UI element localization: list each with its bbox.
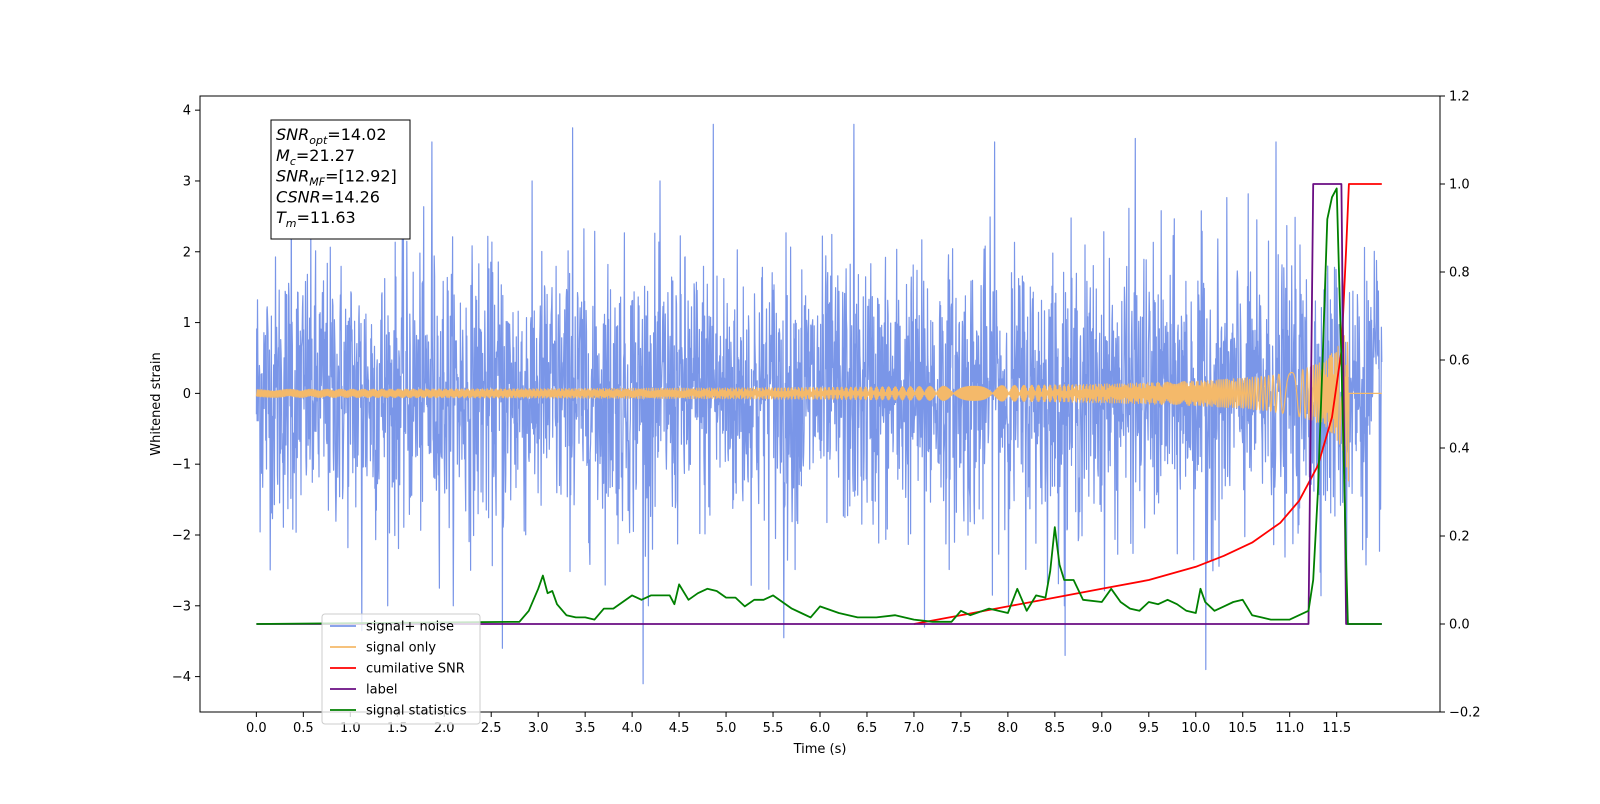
x-tick-label: 2.0 xyxy=(434,721,455,736)
x-tick-label: 9.5 xyxy=(1138,721,1159,736)
legend-label: label xyxy=(366,683,397,698)
y-tick-label: −4 xyxy=(172,670,191,685)
legend-frame xyxy=(321,613,481,725)
y-tick-label: −1 xyxy=(172,458,191,473)
y2-tick-label: 1.0 xyxy=(1449,178,1470,193)
series-line-signal-only xyxy=(255,335,1382,482)
y2-tick-label: 0.8 xyxy=(1449,266,1470,281)
annotation-line: Tm=11.63 xyxy=(276,208,356,230)
y-tick-label: −2 xyxy=(172,528,191,543)
annotation-line: CSNR=14.26 xyxy=(276,187,380,206)
y2-tick-label: −0.2 xyxy=(1449,706,1481,721)
x-tick-label: 3.5 xyxy=(575,721,596,736)
legend-label: signal statistics xyxy=(366,704,467,719)
legend-label: cumilative SNR xyxy=(366,662,465,677)
x-tick-label: 11.0 xyxy=(1275,721,1304,736)
y-tick-label: 4 xyxy=(183,104,191,119)
y-tick-label: 2 xyxy=(183,245,191,260)
y-axis-left: −4 −3 −2 −1 0 1 2 3 4 xyxy=(172,104,200,685)
y2-tick-label: 0.6 xyxy=(1449,354,1470,369)
x-tick-label: 0.5 xyxy=(293,721,314,736)
x-tick-label: 6.5 xyxy=(857,721,878,736)
y-tick-label: 0 xyxy=(183,387,191,402)
series-line-signal-noise xyxy=(255,123,1383,685)
x-tick-label: 5.5 xyxy=(763,721,784,736)
x-tick-label: 9.0 xyxy=(1091,721,1112,736)
legend: signal+ noise signal only cumilative SNR la… xyxy=(321,613,481,725)
x-tick-label: 1.0 xyxy=(340,721,361,736)
annotation-line: SNRMF=[12.92] xyxy=(276,167,397,189)
x-tick-label: 8.0 xyxy=(998,721,1019,736)
y2-tick-label: 1.2 xyxy=(1449,90,1470,105)
x-tick-label: 5.0 xyxy=(716,721,737,736)
x-tick-label: 0.0 xyxy=(246,721,267,736)
x-tick-label: 4.5 xyxy=(669,721,690,736)
x-tick-label: 11.5 xyxy=(1322,721,1351,736)
x-tick-label: 7.5 xyxy=(951,721,972,736)
x-axis: 0.0 0.5 1.0 1.5 2.0 2.5 3.0 3.5 4.0 4.5 5.0 5.5 6.0 6… xyxy=(246,712,1351,736)
legend-label: signal+ noise xyxy=(366,620,454,635)
y2-tick-label: 0.0 xyxy=(1449,618,1470,633)
y2-tick-label: 0.2 xyxy=(1449,530,1470,545)
annotation-box: SNRopt=14.02Mc=21.27SNRMF=[12.92]CSNR=14… xyxy=(270,119,411,240)
x-tick-label: 10.0 xyxy=(1181,721,1210,736)
x-tick-label: 8.5 xyxy=(1045,721,1066,736)
x-axis-label: Time (s) xyxy=(793,742,847,757)
x-tick-label: 3.0 xyxy=(528,721,549,736)
x-tick-label: 6.0 xyxy=(810,721,831,736)
x-tick-label: 4.0 xyxy=(622,721,643,736)
series-line-signal-statistics xyxy=(256,187,1382,625)
y-tick-label: 1 xyxy=(183,316,191,331)
annotation-line: Mc=21.27 xyxy=(276,146,355,168)
x-tick-label: 1.5 xyxy=(387,721,408,736)
annotation-line: SNRopt=14.02 xyxy=(276,125,387,147)
x-tick-label: 2.5 xyxy=(481,721,502,736)
series-layer xyxy=(255,123,1383,685)
y2-tick-label: 0.4 xyxy=(1449,442,1470,457)
y-tick-label: −3 xyxy=(172,599,191,614)
annotation-frame xyxy=(270,119,411,240)
x-tick-label: 7.0 xyxy=(904,721,925,736)
y-axis-label: Whitened strain xyxy=(149,352,164,455)
y-tick-label: 3 xyxy=(183,174,191,189)
legend-label: signal only xyxy=(366,641,436,656)
y-axis-right: −0.2 0.0 0.2 0.4 0.6 0.8 1.0 1.2 xyxy=(1440,90,1481,721)
x-tick-label: 10.5 xyxy=(1228,721,1257,736)
